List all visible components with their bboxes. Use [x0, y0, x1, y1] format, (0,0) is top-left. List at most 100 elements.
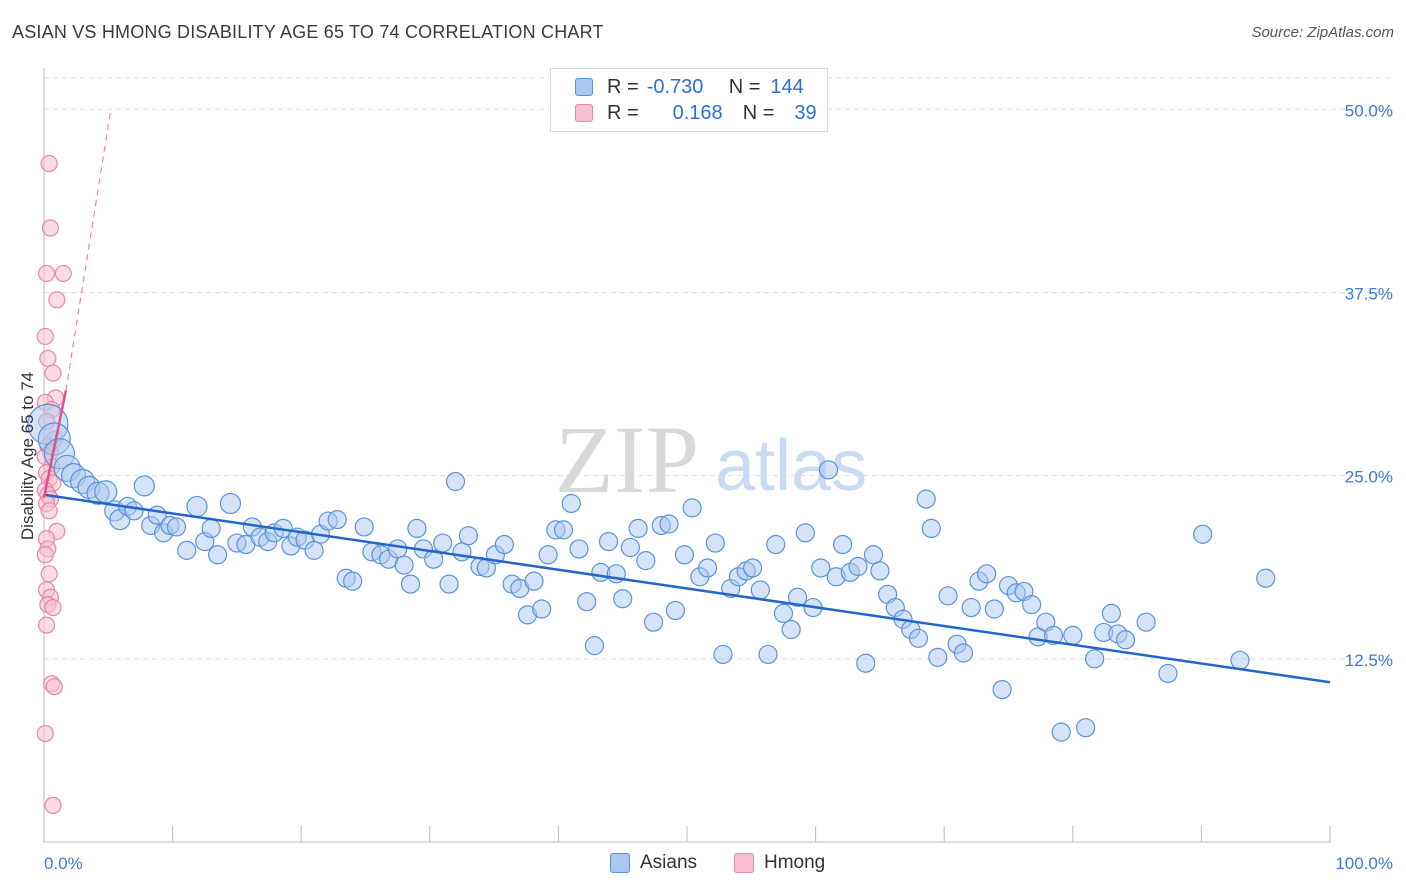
asian-point	[766, 534, 786, 555]
asian-point	[569, 539, 589, 559]
hmong-point	[39, 349, 57, 368]
hmong-point	[36, 546, 54, 564]
asian-point	[133, 475, 155, 497]
legend-row-asians: R = -0.730 N = 144	[575, 75, 804, 99]
source-credit: Source: ZipAtlas.com	[1251, 24, 1394, 41]
y-axis-title: Disability Age 65 to 74	[18, 372, 37, 540]
hmong-point	[54, 264, 72, 283]
asian-point	[833, 534, 853, 555]
asian-point	[863, 545, 884, 565]
asian-point	[394, 555, 414, 575]
y-tick-label: 12.5%	[1345, 651, 1393, 670]
asian-point	[781, 619, 801, 640]
hmong-point	[45, 678, 63, 696]
asian-point	[1063, 625, 1083, 645]
watermark-atlas: atlas	[715, 426, 867, 506]
asian-point	[787, 587, 808, 607]
asian-point	[984, 599, 1004, 619]
asian-point	[665, 600, 686, 621]
hmong-legend-swatch	[734, 853, 754, 873]
asian-point	[424, 549, 444, 569]
asian-point	[620, 537, 641, 558]
asian-point	[811, 558, 831, 578]
asian-point	[705, 533, 725, 553]
correlation-legend: R = -0.730 N = 144 R = 0.168 N = 39	[550, 68, 828, 132]
asian-point	[682, 498, 702, 518]
asian-point	[439, 574, 459, 594]
asian-point	[773, 603, 794, 624]
asian-point	[452, 542, 472, 562]
hmong-point	[44, 796, 62, 814]
asian-point	[407, 518, 427, 539]
asian-point	[553, 520, 574, 540]
hmong-point	[40, 502, 58, 520]
y-tick-label: 25.0%	[1345, 468, 1393, 487]
hmong-point	[36, 724, 54, 743]
asian-point	[1051, 722, 1071, 742]
asian-point	[961, 597, 981, 618]
r-value: -0.730	[646, 75, 704, 98]
asian-point	[327, 510, 347, 530]
legend-item-asians: Asians	[610, 852, 697, 874]
asians-label: Asians	[640, 852, 698, 873]
asian-point	[304, 540, 324, 560]
legend-item-hmong: Hmong	[734, 852, 825, 874]
asian-point	[354, 517, 374, 537]
hmong-label: Hmong	[764, 852, 826, 873]
r-value: 0.168	[672, 101, 723, 124]
n-label: N =	[728, 75, 761, 98]
asian-point	[659, 514, 679, 534]
r-label: R =	[607, 75, 639, 98]
asian-point	[598, 531, 619, 552]
asian-point	[343, 571, 363, 591]
asian-point	[921, 518, 941, 539]
asian-point	[848, 556, 868, 577]
asian-point	[1022, 595, 1042, 615]
asian-point	[856, 653, 876, 673]
asian-point	[870, 561, 890, 581]
asian-point	[166, 517, 187, 537]
asian-point	[1115, 630, 1136, 650]
legend-row-hmong: R = 0.168 N = 39	[575, 101, 817, 125]
asian-point	[1043, 625, 1064, 645]
r-label: R =	[607, 101, 639, 124]
hmong-point	[44, 598, 62, 617]
asian-point	[928, 647, 948, 667]
hmong-point	[44, 364, 62, 382]
asian-point	[538, 545, 558, 565]
asian-point	[1136, 612, 1156, 632]
chart-title: ASIAN VS HMONG DISABILITY AGE 65 TO 74 C…	[12, 22, 604, 42]
watermark-zip: ZIP	[555, 406, 699, 513]
hmong-point	[37, 616, 56, 634]
x-tick-label: 100.0%	[1335, 854, 1393, 873]
asian-trendline	[43, 493, 1331, 684]
asian-point	[433, 533, 453, 553]
hmong-point	[40, 565, 58, 583]
hmong-point	[40, 154, 58, 173]
asian-point	[1158, 663, 1178, 684]
asian-point	[713, 644, 733, 665]
hmong-point	[36, 327, 54, 346]
n-value: 39	[794, 101, 817, 124]
asian-point	[908, 628, 929, 648]
asian-point	[992, 679, 1012, 700]
x-tick-label: 0.0%	[44, 854, 83, 873]
asian-point	[742, 558, 763, 578]
hmong-point	[37, 264, 56, 283]
hmong-points	[36, 154, 72, 814]
axis-labels: 12.5% 25.0% 37.5% 50.0% 0.0% 100.0% Disability…	[18, 101, 1393, 873]
hmong-swatch	[575, 104, 593, 122]
asian-point	[977, 564, 997, 584]
n-label: N =	[742, 101, 775, 124]
asian-legend-swatch	[610, 853, 630, 873]
asian-point	[388, 539, 408, 559]
asian-point	[750, 580, 770, 600]
asian-point	[758, 644, 778, 665]
asian-point	[219, 492, 242, 515]
asian-point	[524, 571, 544, 591]
asian-point	[1193, 524, 1213, 544]
asian-point	[445, 471, 466, 492]
y-tick-label: 37.5%	[1345, 284, 1393, 303]
asian-point	[584, 636, 605, 656]
trendlines	[42, 109, 1331, 684]
